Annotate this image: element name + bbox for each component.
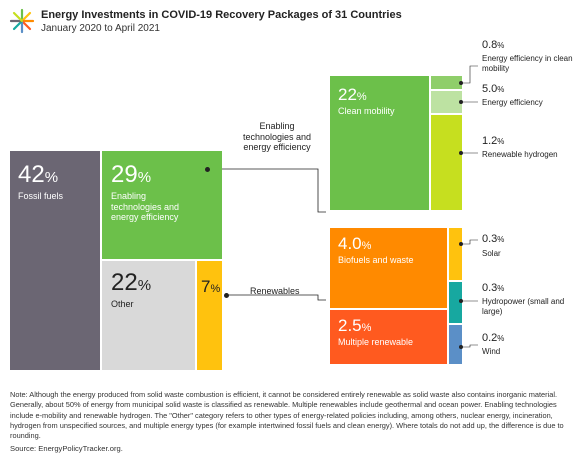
block-wind	[449, 325, 462, 364]
footnote: Note: Although the energy produced from …	[10, 390, 564, 441]
renewables-value: 7%	[201, 277, 221, 296]
callout-line-energy-efficiency-clean-mobility	[461, 65, 478, 84]
energy-efficiency-value: 5.0%	[482, 83, 505, 95]
multiple-renewable-label: Multiple renewable	[338, 337, 414, 347]
energy-policy-tracker-logo-icon	[9, 8, 35, 34]
renewable-hydrogen-value: 1.2%	[482, 135, 505, 147]
block-solar	[449, 228, 462, 280]
dot-solar	[459, 242, 463, 246]
solar-value: 0.3%	[482, 233, 505, 245]
block-renewable-hydrogen	[431, 115, 462, 210]
hydropower-value: 0.3%	[482, 282, 505, 294]
energy-efficiency-label: Energy efficiency	[482, 98, 543, 107]
renewable-hydrogen-label: Renewable hydrogen	[482, 150, 558, 159]
energy-efficiency-clean-mobility-value: 0.8%	[482, 39, 505, 51]
fossil-fuels-value: 42%	[18, 161, 59, 188]
multiple-renewable-value: 2.5%	[338, 316, 372, 335]
enabling-value: 29%	[111, 161, 152, 188]
block-biofuels-and-waste: 4.0% Biofuels and waste	[330, 228, 447, 308]
block-renewables: 7%	[197, 261, 229, 370]
clean-mobility-value: 22%	[338, 85, 367, 104]
block-energy-efficiency	[431, 91, 462, 113]
other-value: 22%	[111, 269, 152, 296]
enabling-label: Enabling technologies and energy efficie…	[111, 191, 180, 222]
wind-value: 0.2%	[482, 332, 505, 344]
block-energy-efficiency-clean-mobility	[431, 76, 462, 89]
block-other: 22% Other	[102, 261, 195, 370]
dot-hydropower	[459, 299, 463, 303]
dot-wind	[459, 345, 463, 349]
energy-efficiency-clean-mobility-label: Energy efficiency in clean mobility	[482, 54, 573, 73]
renewables-connector-dot	[224, 293, 229, 298]
callout-line-solar	[461, 239, 478, 245]
solar-label: Solar	[482, 249, 501, 258]
chart-title: Energy Investments in COVID-19 Recovery …	[41, 9, 402, 21]
clean-mobility-label: Clean mobility	[338, 106, 395, 116]
biofuels-label: Biofuels and waste	[338, 255, 414, 265]
block-enabling-technologies: 29% Enabling technologies and energy eff…	[102, 151, 222, 259]
block-fossil-fuels: 42% Fossil fuels	[10, 151, 100, 370]
fossil-fuels-label: Fossil fuels	[18, 191, 64, 201]
callout-line-wind	[461, 344, 478, 348]
wind-label: Wind	[482, 347, 501, 356]
block-clean-mobility: 22% Clean mobility	[330, 76, 429, 210]
renewables-breakdown-caption: Renewables	[250, 286, 300, 296]
block-hydropower	[449, 282, 462, 323]
hydropower-label: Hydropower (small and large)	[482, 297, 565, 316]
biofuels-value: 4.0%	[338, 234, 372, 253]
enabling-connector-dot	[205, 167, 210, 172]
block-multiple-renewable: 2.5% Multiple renewable	[330, 310, 447, 364]
chart-subtitle: January 2020 to April 2021	[41, 23, 160, 34]
connector-enabling	[207, 168, 326, 213]
source-line: Source: EnergyPolicyTracker.org.	[10, 444, 123, 453]
other-label: Other	[111, 299, 134, 309]
connector-renewables	[226, 294, 326, 301]
enabling-breakdown-caption: Enabling technologies and energy efficie…	[242, 121, 312, 152]
